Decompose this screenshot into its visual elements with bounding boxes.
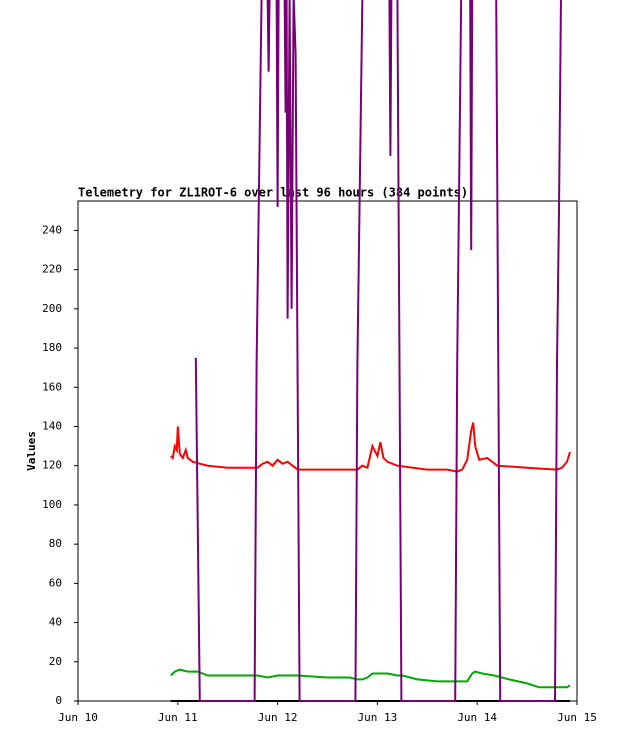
y-tick-label: 100	[42, 498, 62, 511]
y-tick-label: 240	[42, 223, 62, 236]
x-tick-label: Jun 12	[258, 711, 298, 724]
y-tick-label: 140	[42, 419, 62, 432]
y-tick-label: 60	[49, 576, 62, 589]
y-tick-label: 220	[42, 263, 62, 276]
y-tick-label: 160	[42, 380, 62, 393]
chart-title: Telemetry for ZL1ROT-6 over last 96 hour…	[78, 186, 468, 200]
series-line	[194, 0, 562, 702]
x-tick-label: Jun 14	[457, 711, 497, 724]
y-tick-label: 20	[49, 655, 62, 668]
y-tick-label: 0	[55, 694, 62, 707]
y-tick-label: 40	[49, 616, 62, 629]
plot-frame	[77, 200, 578, 702]
y-tick-label: 120	[42, 459, 62, 472]
x-tick-label: Jun 13	[358, 711, 398, 724]
series-line	[170, 422, 571, 473]
y-tick-label: 200	[42, 302, 62, 315]
x-tick-label: Jun 10	[58, 711, 98, 724]
y-axis-label: Values	[25, 431, 38, 471]
x-tick-label: Jun 15	[557, 711, 597, 724]
x-tick-label: Jun 11	[158, 711, 198, 724]
y-tick-label: 180	[42, 341, 62, 354]
series-line	[170, 668, 571, 689]
y-tick-label: 80	[49, 537, 62, 550]
